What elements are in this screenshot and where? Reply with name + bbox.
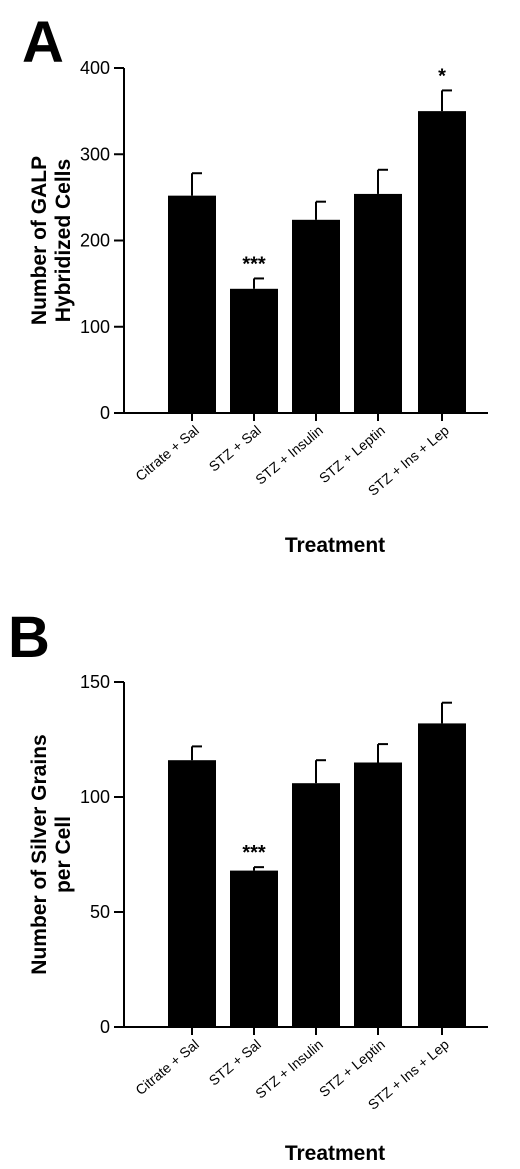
panel-letter: B: [8, 605, 50, 670]
bar: [354, 762, 402, 1027]
y-tick-label: 200: [80, 231, 110, 251]
bar: [168, 195, 216, 413]
x-tick-label: Citrate + Sal: [132, 422, 202, 484]
significance-marker: ***: [242, 842, 266, 864]
y-tick-label: 400: [80, 58, 110, 78]
y-axis-title: Number of GALPHybridized Cells: [28, 156, 75, 325]
y-tick-label: 150: [80, 672, 110, 692]
panel-a: A 0 100 200 300 400 Citrate + Sal *** STZ + SalS…: [22, 10, 488, 557]
y-tick-label: 0: [100, 1017, 110, 1037]
significance-marker: ***: [242, 253, 266, 275]
x-tick-label: STZ + Sal: [206, 422, 264, 475]
x-axis-title: Treatment: [285, 534, 385, 557]
x-tick-label: Citrate + Sal: [132, 1036, 202, 1098]
y-tick-label: 300: [80, 144, 110, 164]
bar: [418, 723, 466, 1027]
y-tick-label: 100: [80, 787, 110, 807]
y-axis-title-line: Number of GALP: [28, 156, 51, 325]
y-axis-title: Number of Silver Grainsper Cell: [28, 734, 75, 974]
y-axis-title-line: per Cell: [52, 816, 75, 893]
y-tick-label: 100: [80, 317, 110, 337]
x-tick-label: STZ + Insulin: [252, 1036, 326, 1102]
y-axis-title-line: Number of Silver Grains: [28, 734, 51, 974]
y-tick-label: 0: [100, 403, 110, 423]
bar: [230, 870, 278, 1027]
x-tick-label: STZ + Sal: [206, 1036, 264, 1089]
bar: [230, 288, 278, 413]
y-tick-label: 50: [90, 902, 110, 922]
bar: [292, 783, 340, 1027]
significance-marker: *: [438, 65, 446, 87]
bar: [168, 760, 216, 1027]
bar: [418, 111, 466, 413]
bar: [292, 219, 340, 413]
bar: [354, 193, 402, 413]
x-axis-title: Treatment: [285, 1142, 385, 1165]
x-tick-label: STZ + Insulin: [252, 422, 326, 488]
panel-letter: A: [22, 10, 64, 75]
y-axis-title-line: Hybridized Cells: [52, 159, 75, 322]
